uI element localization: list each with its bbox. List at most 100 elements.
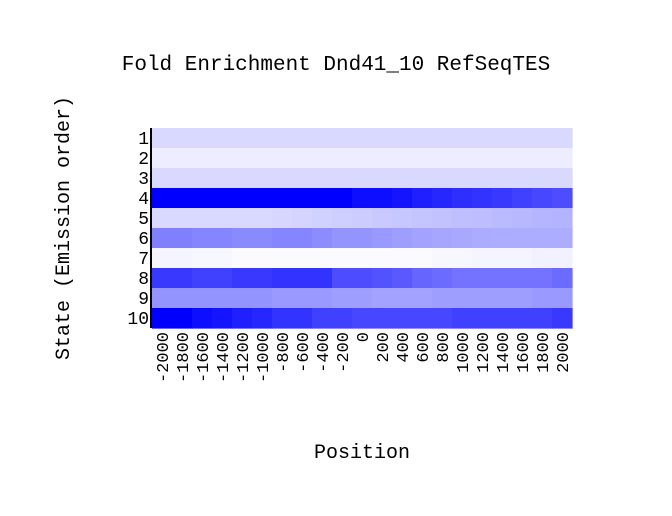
heatmap-cell bbox=[412, 268, 433, 289]
x-tick-label: 1800 bbox=[535, 332, 554, 373]
heatmap-cell bbox=[212, 208, 233, 229]
heatmap-cell bbox=[392, 228, 413, 249]
x-tick-label: -1200 bbox=[235, 332, 254, 383]
heatmap-cell bbox=[172, 168, 193, 189]
heatmap-cell bbox=[472, 188, 493, 209]
heatmap-cell bbox=[472, 288, 493, 309]
heatmap-cell bbox=[392, 288, 413, 309]
heatmap-cell bbox=[552, 248, 573, 269]
heatmap-cell bbox=[492, 308, 513, 329]
heatmap-cell bbox=[452, 228, 473, 249]
heatmap-cell bbox=[472, 228, 493, 249]
heatmap-cell bbox=[312, 268, 333, 289]
heatmap-cell bbox=[252, 248, 273, 269]
y-tick-label: 6 bbox=[138, 230, 149, 250]
heatmap-cell bbox=[232, 288, 253, 309]
heatmap-cell bbox=[152, 268, 173, 289]
heatmap-cell bbox=[352, 148, 373, 169]
heatmap-cell bbox=[532, 208, 553, 229]
heatmap-cell bbox=[232, 268, 253, 289]
heatmap-cell bbox=[152, 248, 173, 269]
heatmap-cell bbox=[392, 168, 413, 189]
heatmap-cell bbox=[532, 188, 553, 209]
heatmap-cell bbox=[192, 168, 213, 189]
heatmap-cell bbox=[212, 168, 233, 189]
heatmap-cell bbox=[512, 308, 533, 329]
heatmap-cell bbox=[472, 168, 493, 189]
heatmap-cell bbox=[472, 268, 493, 289]
heatmap-cell bbox=[372, 148, 393, 169]
heatmap-cell bbox=[532, 128, 553, 149]
heatmap-cell bbox=[312, 148, 333, 169]
y-axis-label: State (Emission order) bbox=[53, 96, 76, 360]
heatmap-cell bbox=[212, 248, 233, 269]
heatmap-cell bbox=[312, 168, 333, 189]
x-axis-label: Position bbox=[314, 442, 410, 465]
heatmap-cell bbox=[332, 308, 353, 329]
y-tick-label: 1 bbox=[138, 130, 149, 150]
heatmap-cell bbox=[512, 288, 533, 309]
heatmap-cell bbox=[552, 308, 573, 329]
heatmap-cell bbox=[252, 228, 273, 249]
x-tick-label: -1800 bbox=[175, 332, 194, 383]
heatmap-cell bbox=[192, 228, 213, 249]
heatmap-cell bbox=[552, 268, 573, 289]
heatmap-cell bbox=[512, 208, 533, 229]
heatmap-cell bbox=[452, 268, 473, 289]
heatmap-cell bbox=[272, 208, 293, 229]
heatmap-cell bbox=[272, 228, 293, 249]
chart-title: Fold Enrichment Dnd41_10 RefSeqTES bbox=[122, 54, 550, 77]
heatmap-cell bbox=[332, 228, 353, 249]
x-tick-label: 1400 bbox=[495, 332, 514, 373]
heatmap-cell bbox=[352, 288, 373, 309]
heatmap-cell bbox=[152, 128, 173, 149]
heatmap-cell bbox=[312, 188, 333, 209]
heatmap-cell bbox=[552, 168, 573, 189]
heatmap-cell bbox=[232, 228, 253, 249]
x-tick-label: -600 bbox=[295, 332, 314, 373]
heatmap-cell bbox=[232, 188, 253, 209]
heatmap-cell bbox=[192, 208, 213, 229]
heatmap-cell bbox=[432, 308, 453, 329]
heatmap-cell bbox=[352, 168, 373, 189]
heatmap-cell bbox=[372, 288, 393, 309]
heatmap-cell bbox=[412, 248, 433, 269]
heatmap-cell bbox=[432, 168, 453, 189]
heatmap-cell bbox=[352, 208, 373, 229]
heatmap-cell bbox=[492, 228, 513, 249]
y-tick-label: 5 bbox=[138, 210, 149, 230]
x-tick-label: 1200 bbox=[475, 332, 494, 373]
heatmap-cell bbox=[172, 288, 193, 309]
heatmap-cell bbox=[412, 188, 433, 209]
heatmap-cell bbox=[312, 128, 333, 149]
heatmap-cell bbox=[472, 148, 493, 169]
heatmap-cell bbox=[432, 208, 453, 229]
heatmap-cell bbox=[452, 148, 473, 169]
heatmap-cell bbox=[232, 208, 253, 229]
heatmap-cell bbox=[412, 208, 433, 229]
heatmap-cell bbox=[292, 188, 313, 209]
y-tick-label: 4 bbox=[138, 190, 149, 210]
heatmap-cell bbox=[352, 188, 373, 209]
heatmap-cell bbox=[272, 268, 293, 289]
heatmap-cell bbox=[472, 128, 493, 149]
heatmap-cell bbox=[152, 228, 173, 249]
heatmap-cell bbox=[472, 308, 493, 329]
y-tick-label: 10 bbox=[127, 310, 149, 330]
heatmap-cell bbox=[532, 148, 553, 169]
heatmap-cell bbox=[212, 268, 233, 289]
x-tick-label: -200 bbox=[335, 332, 354, 373]
heatmap-cell bbox=[172, 148, 193, 169]
heatmap-cell bbox=[452, 308, 473, 329]
heatmap-cell bbox=[252, 268, 273, 289]
heatmap-cell bbox=[252, 308, 273, 329]
heatmap-cell bbox=[172, 308, 193, 329]
heatmap-cell bbox=[432, 148, 453, 169]
heatmap-cell bbox=[292, 168, 313, 189]
heatmap-cell bbox=[372, 308, 393, 329]
x-tick-label: -400 bbox=[315, 332, 334, 373]
heatmap-cell bbox=[172, 228, 193, 249]
heatmap-cell bbox=[312, 308, 333, 329]
heatmap-cell bbox=[192, 308, 213, 329]
heatmap-cell bbox=[512, 168, 533, 189]
